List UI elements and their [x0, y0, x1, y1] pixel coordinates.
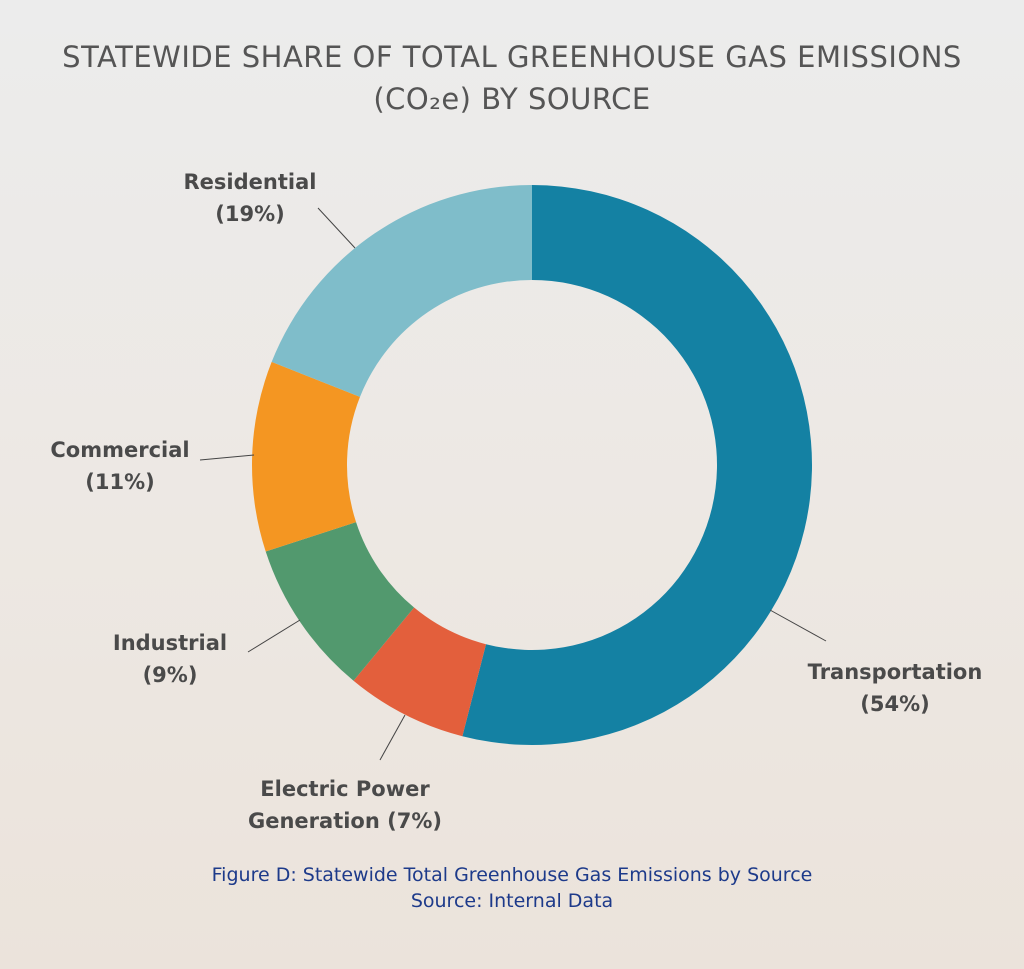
slice-label: Industrial (9%) [95, 627, 245, 691]
donut-segment [271, 185, 532, 397]
category-label: Commercial [50, 438, 190, 462]
value-label: (7%) [387, 809, 442, 833]
slice-label: Transportation (54%) [790, 656, 1000, 720]
slice-label: Commercial (11%) [30, 434, 210, 498]
donut-segment [252, 361, 360, 552]
leader-line [769, 609, 827, 642]
value-label: (19%) [215, 202, 285, 226]
slice-label: Residential (19%) [160, 166, 340, 230]
category-label: Transportation [807, 660, 983, 684]
donut-segment [353, 607, 486, 737]
leader-line [379, 714, 406, 761]
category-label: Industrial [112, 631, 228, 655]
caption-line: Figure D: Statewide Total Greenhouse Gas… [211, 864, 813, 886]
leader-line [247, 619, 301, 653]
leader-line [317, 207, 356, 249]
category-label: Residential [183, 170, 317, 194]
value-label: (54%) [860, 692, 930, 716]
value-label: (11%) [85, 470, 155, 494]
caption-line: Source: Internal Data [410, 890, 614, 912]
leader-line [199, 454, 255, 461]
donut-segment [462, 185, 812, 745]
caption: Figure D: Statewide Total Greenhouse Gas… [112, 862, 912, 914]
chart-title: STATEWIDE SHARE OF TOTAL GREENHOUSE GAS … [62, 40, 962, 116]
category-label: Electric Power Generation [248, 777, 430, 833]
value-label: (9%) [142, 663, 198, 687]
slice-label: Electric Power Generation (7%) [230, 773, 460, 837]
donut-segment [265, 522, 415, 681]
